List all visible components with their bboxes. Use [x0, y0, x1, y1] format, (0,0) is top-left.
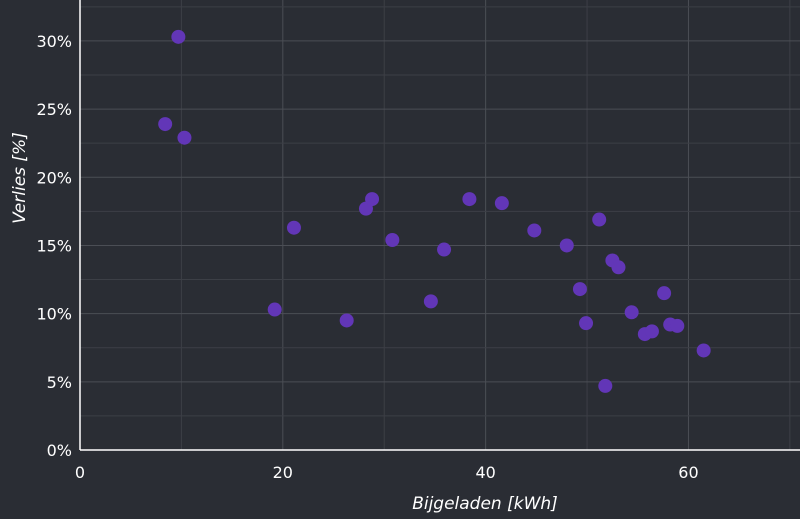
data-point — [592, 212, 607, 227]
data-point — [572, 282, 587, 297]
y-tick-label: 10% — [36, 305, 72, 324]
data-point — [611, 260, 626, 275]
data-point — [670, 318, 685, 333]
y-tick-label: 30% — [36, 32, 72, 51]
y-tick-label: 0% — [47, 441, 72, 460]
data-point — [598, 378, 613, 393]
grid — [79, 0, 800, 451]
data-point — [437, 242, 452, 257]
y-tick-label: 15% — [36, 236, 72, 255]
x-tick-label: 60 — [678, 463, 698, 482]
data-point — [339, 313, 354, 328]
x-tick-label: 0 — [75, 463, 85, 482]
y-tick-label: 20% — [36, 168, 72, 187]
data-point — [462, 192, 477, 207]
data-point — [365, 192, 380, 207]
axes — [79, 0, 800, 451]
data-point — [494, 196, 509, 211]
tick-labels: 0 20 40 60 0% 5% 10% 15% 20% 25% 30% — [36, 32, 698, 482]
data-point — [267, 302, 282, 317]
data-point — [696, 343, 711, 358]
data-point — [579, 316, 594, 331]
data-point — [177, 130, 192, 145]
data-point — [158, 117, 173, 132]
y-tick-label: 5% — [47, 373, 72, 392]
y-tick-label: 25% — [36, 100, 72, 119]
data-point — [657, 286, 672, 301]
x-tick-label: 20 — [273, 463, 293, 482]
data-point — [286, 220, 301, 235]
data-point — [559, 238, 574, 253]
data-point — [423, 294, 438, 309]
data-point — [624, 305, 639, 320]
data-point — [385, 233, 400, 247]
y-axis-title: Verlies [%] — [10, 132, 30, 224]
data-point — [644, 324, 659, 339]
data-point — [171, 29, 186, 44]
x-axis-title: Bijgeladen [kWh] — [412, 494, 558, 514]
data-point — [527, 223, 542, 238]
data-points — [158, 29, 711, 393]
x-tick-label: 40 — [475, 463, 495, 482]
